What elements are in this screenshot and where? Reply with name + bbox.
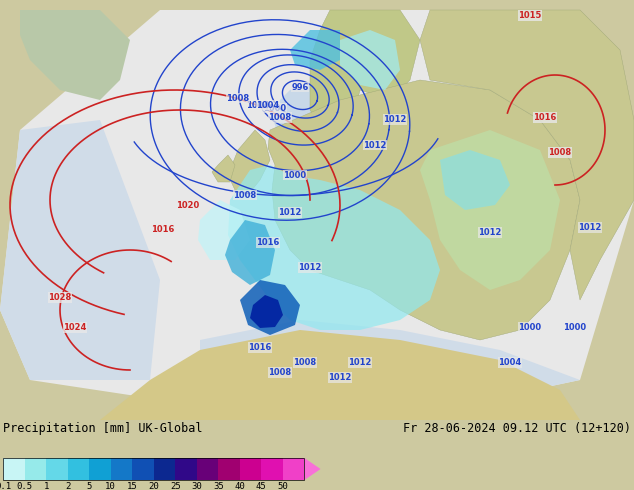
Text: 1012: 1012 (384, 115, 406, 124)
Bar (218, 458, 240, 480)
Text: 1008: 1008 (268, 368, 292, 377)
Text: 1000: 1000 (564, 323, 586, 332)
Polygon shape (228, 165, 440, 330)
Polygon shape (270, 80, 360, 160)
Polygon shape (200, 320, 580, 420)
Text: 1012: 1012 (363, 141, 387, 149)
Text: 1020: 1020 (176, 201, 200, 210)
Text: 1012: 1012 (278, 208, 302, 217)
Text: 1028: 1028 (48, 293, 72, 302)
Text: 10: 10 (105, 482, 116, 490)
Bar (283, 458, 304, 480)
Polygon shape (304, 458, 321, 480)
Text: 1012: 1012 (478, 228, 501, 237)
Polygon shape (290, 30, 340, 70)
Text: 1004: 1004 (256, 101, 280, 110)
Bar (46, 458, 68, 480)
Polygon shape (440, 150, 510, 210)
Bar (175, 458, 197, 480)
Text: 1012: 1012 (348, 358, 372, 367)
Polygon shape (420, 10, 634, 300)
Text: 1008: 1008 (226, 94, 250, 102)
Polygon shape (0, 10, 634, 420)
Text: 1024: 1024 (63, 323, 87, 332)
Text: 1008: 1008 (268, 113, 292, 122)
Text: 25: 25 (170, 482, 181, 490)
Polygon shape (228, 130, 270, 195)
Text: 1015: 1015 (519, 11, 541, 20)
Text: Fr 28-06-2024 09.12 UTC (12+120): Fr 28-06-2024 09.12 UTC (12+120) (403, 422, 631, 435)
Polygon shape (212, 155, 235, 182)
Text: 35: 35 (213, 482, 224, 490)
Text: 1012: 1012 (299, 263, 321, 272)
Polygon shape (100, 330, 580, 420)
Text: 1016: 1016 (256, 238, 280, 247)
Text: 50: 50 (278, 482, 288, 490)
Text: 1008: 1008 (233, 191, 257, 199)
Bar (3, 458, 304, 480)
Polygon shape (340, 30, 400, 90)
Text: 1012: 1012 (328, 373, 352, 382)
Text: 30: 30 (191, 482, 202, 490)
Text: 1: 1 (43, 482, 49, 490)
Polygon shape (20, 10, 130, 100)
Text: 1016: 1016 (249, 343, 272, 352)
Bar (240, 458, 261, 480)
Polygon shape (250, 295, 283, 328)
Text: 0.1: 0.1 (0, 482, 11, 490)
Bar (89, 458, 111, 480)
Text: 1000: 1000 (264, 103, 287, 113)
Bar (261, 458, 283, 480)
Bar (111, 458, 132, 480)
Text: 1016: 1016 (533, 113, 557, 122)
Text: 20: 20 (148, 482, 159, 490)
Text: 15: 15 (127, 482, 138, 490)
Text: Precipitation [mm] UK-Global: Precipitation [mm] UK-Global (3, 422, 202, 435)
Polygon shape (225, 220, 275, 285)
Polygon shape (0, 120, 160, 380)
Polygon shape (198, 200, 250, 260)
Text: 45: 45 (256, 482, 267, 490)
Bar (68, 458, 89, 480)
Polygon shape (310, 10, 420, 140)
Text: 996: 996 (291, 82, 309, 92)
Text: 1000: 1000 (519, 323, 541, 332)
Text: 1016: 1016 (152, 225, 175, 234)
Text: 1004: 1004 (498, 358, 522, 367)
Text: 1008: 1008 (294, 358, 316, 367)
Polygon shape (268, 80, 580, 340)
Bar (25, 458, 46, 480)
Text: 5: 5 (86, 482, 92, 490)
Text: 1008: 1008 (548, 148, 572, 157)
Polygon shape (420, 130, 560, 290)
Text: 1004: 1004 (247, 100, 269, 109)
Polygon shape (240, 280, 300, 335)
Bar (153, 458, 175, 480)
Text: 2: 2 (65, 482, 70, 490)
Text: 1000: 1000 (283, 171, 307, 179)
Text: 1012: 1012 (578, 223, 602, 232)
Text: 40: 40 (235, 482, 245, 490)
Text: 0.5: 0.5 (16, 482, 32, 490)
Bar (132, 458, 153, 480)
Bar (3, 458, 25, 480)
Bar (197, 458, 218, 480)
